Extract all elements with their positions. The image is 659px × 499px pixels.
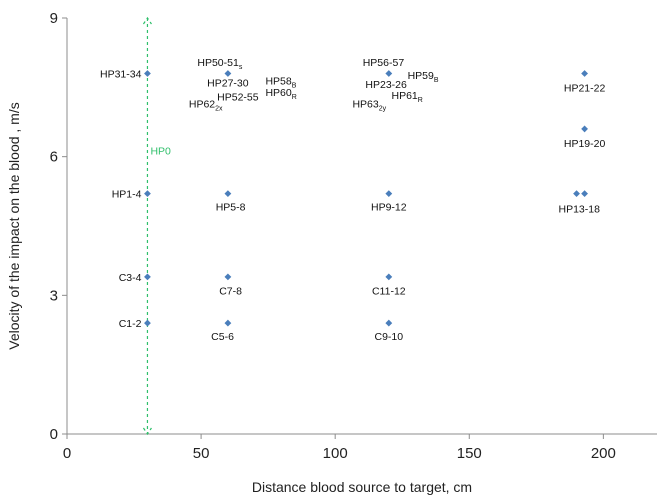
point-label: HP52-55 (217, 92, 259, 104)
point-label: HP5-8 (216, 202, 246, 214)
x-tick-label: 50 (193, 445, 210, 462)
data-point (385, 70, 393, 77)
data-point (144, 319, 151, 327)
x-tick-label: 200 (591, 445, 616, 462)
point-label: HP27-30 (207, 78, 249, 90)
point-labels: HP31-34 HP1-4 C3-4 C1-2 HP50-51s HP27-30 HP58B… (100, 57, 605, 343)
point-label: HP23-26 (365, 79, 407, 91)
point-label: HP61R (392, 90, 423, 104)
point-label: HP58B (265, 75, 296, 89)
data-point (385, 190, 393, 198)
data-point (581, 70, 588, 77)
point-label: C11-12 (372, 286, 406, 298)
point-label: HP60R (265, 87, 296, 101)
point-label: HP9-12 (371, 202, 407, 214)
y-tick-label: 3 (50, 287, 58, 304)
point-label: HP622x (189, 99, 223, 113)
point-label: HP56-57 (363, 57, 405, 69)
reference-arrow-up-icon (142, 16, 152, 25)
x-tick-label: 0 (63, 445, 71, 462)
point-label: HP21-22 (564, 82, 606, 94)
point-label: C5-6 (211, 331, 234, 343)
data-point (581, 125, 588, 133)
data-point (581, 190, 588, 198)
point-label: HP1-4 (112, 189, 142, 201)
x-tick-label: 150 (457, 445, 482, 462)
data-point (224, 190, 232, 198)
data-point (385, 273, 393, 281)
data-point (385, 319, 393, 327)
data-point (224, 70, 232, 77)
y-tick-label: 0 (50, 426, 58, 443)
point-label: HP31-34 (100, 68, 142, 80)
y-tick-label: 6 (50, 149, 58, 166)
x-tick-label: 100 (323, 445, 348, 462)
point-label: C3-4 (119, 272, 142, 284)
data-point (224, 273, 232, 281)
point-label: HP632y (352, 99, 386, 113)
y-axis-title: Velocity of the impact on the blood , m/… (6, 102, 22, 349)
x-axis-title: Distance blood source to target, cm (252, 479, 472, 495)
data-point (144, 190, 151, 198)
point-label: C7-8 (219, 286, 242, 298)
point-label: HP59B (408, 70, 439, 84)
data-point (144, 273, 151, 281)
reference-line-group: HP0 (142, 16, 171, 436)
data-point (224, 319, 232, 327)
reference-line-label: HP0 (150, 145, 171, 157)
data-points (144, 70, 588, 327)
y-tick-label: 9 (50, 10, 58, 27)
data-point (144, 70, 151, 77)
axes: 0 50 100 150 200 0 3 6 9 (50, 10, 657, 462)
point-label: HP13-18 (559, 203, 601, 215)
reference-arrow-down-icon (142, 427, 152, 436)
point-label: HP50-51s (197, 57, 242, 71)
point-label: C9-10 (375, 331, 404, 343)
point-label: HP19-20 (564, 138, 606, 150)
data-point (573, 190, 580, 198)
point-label: C1-2 (119, 318, 142, 330)
